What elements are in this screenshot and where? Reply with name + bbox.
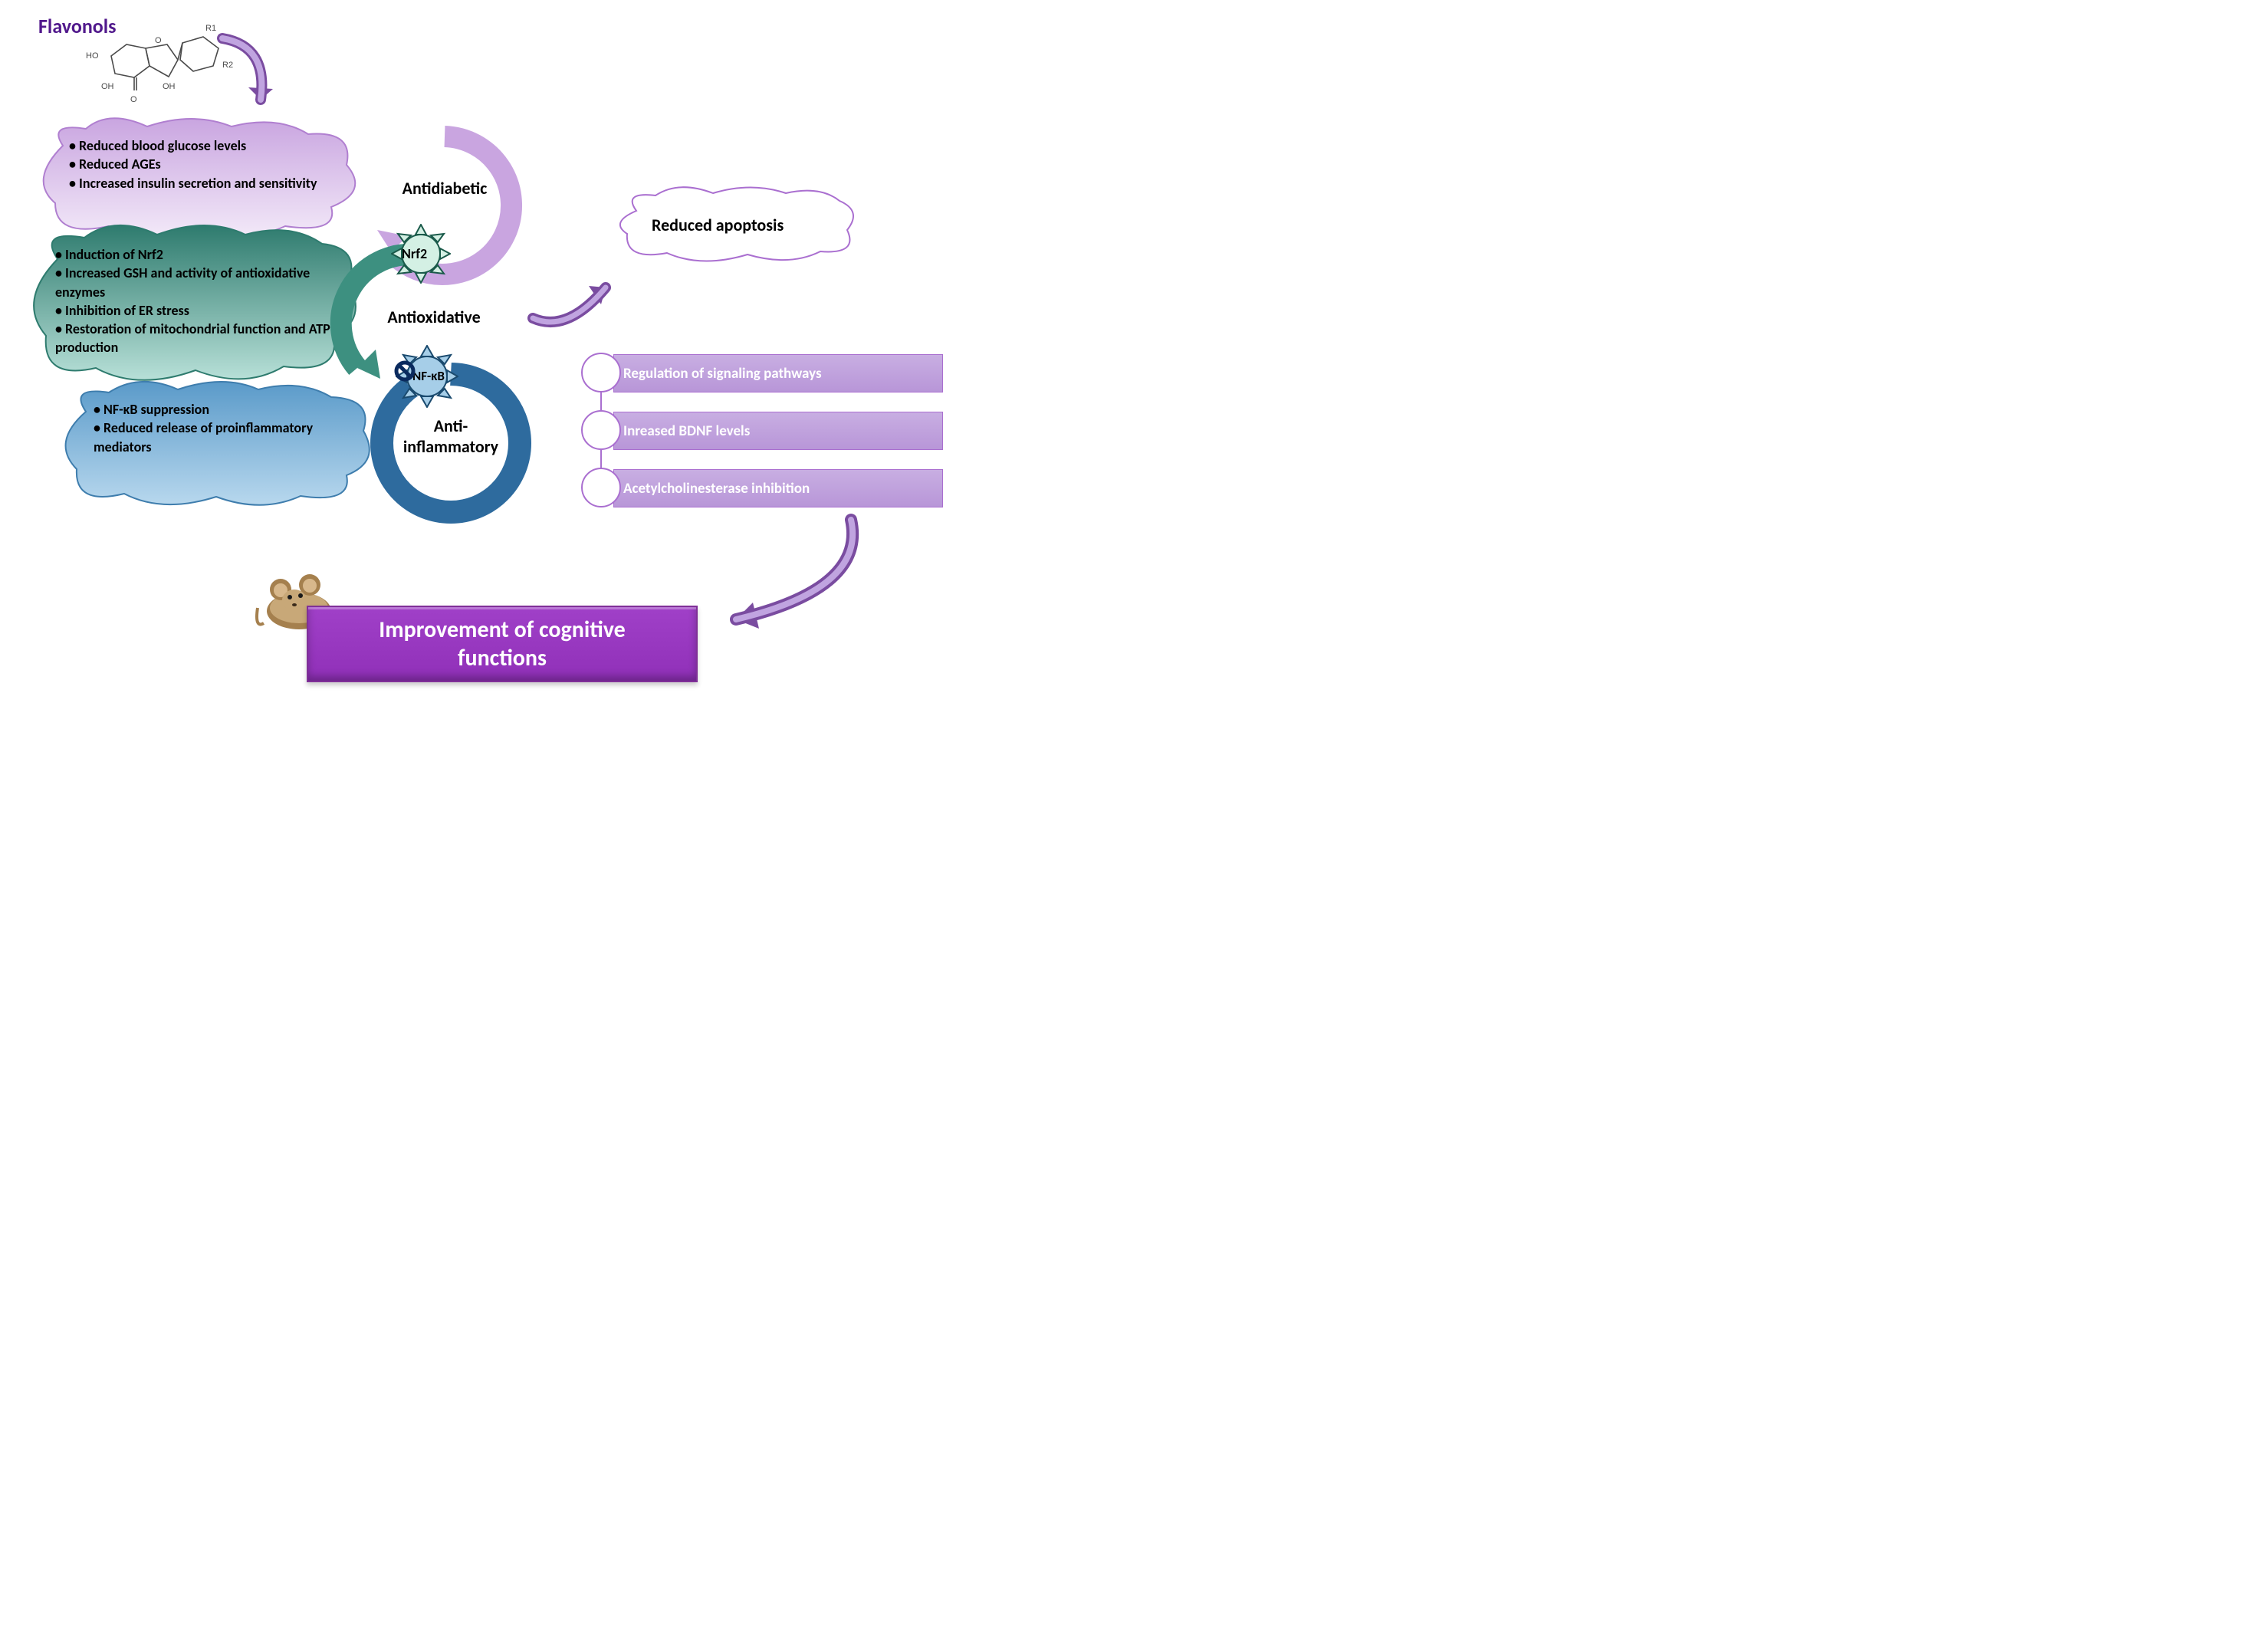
gear-nrf2-label: Nrf2 xyxy=(402,245,427,262)
info-bar-2-label: Inreased BDNF levels xyxy=(623,422,750,440)
diagram-canvas: Flavonols HO OH O O OH R1 OH R2 xyxy=(0,0,974,713)
arrow-to-final xyxy=(705,512,874,635)
info-circle-2 xyxy=(581,410,621,450)
info-circle-1 xyxy=(581,353,621,392)
antidiabetic-bullets: Reduced blood glucose levels Reduced AGE… xyxy=(69,136,353,192)
ring-label-antiinflammatory: Anti- inflammatory xyxy=(389,415,512,457)
bullet: Reduced blood glucose levels xyxy=(69,136,353,155)
bullet: NF-κB suppression xyxy=(94,400,362,419)
block-icon xyxy=(394,360,416,382)
ring-label-antidiabetic: Antidiabetic xyxy=(383,178,506,199)
antioxidative-bullets: Induction of Nrf2 Increased GSH and acti… xyxy=(55,245,339,357)
final-label-line2: functions xyxy=(458,644,547,672)
antiinflammatory-bullets: NF-κB suppression Reduced release of pro… xyxy=(94,400,362,456)
bullet: Increased GSH and activity of antioxidat… xyxy=(55,264,339,301)
bullet: Reduced AGEs xyxy=(69,155,353,173)
final-label-line1: Improvement of cognitive xyxy=(379,616,626,644)
bullet: Induction of Nrf2 xyxy=(55,245,339,264)
bullet: Restoration of mitochondrial function an… xyxy=(55,320,339,357)
final-outcome-box: Improvement of cognitive functions xyxy=(307,606,698,682)
info-bar-2: Inreased BDNF levels xyxy=(613,412,943,450)
info-bar-1-label: Regulation of signaling pathways xyxy=(623,365,822,383)
svg-text:HO: HO xyxy=(86,51,99,61)
bullet: Inhibition of ER stress xyxy=(55,301,339,320)
info-bar-1-line xyxy=(600,389,602,412)
info-circle-3 xyxy=(581,468,621,507)
gear-nfkb-label: NF-κB xyxy=(412,368,445,384)
apoptosis-label: Reduced apoptosis xyxy=(652,215,784,235)
info-bar-3-label: Acetylcholinesterase inhibition xyxy=(623,480,810,498)
info-bar-3: Acetylcholinesterase inhibition xyxy=(613,469,943,507)
svg-text:OH: OH xyxy=(101,82,114,91)
svg-text:O: O xyxy=(130,95,137,104)
info-bar-1: Regulation of signaling pathways xyxy=(613,354,943,392)
svg-text:O: O xyxy=(155,36,162,45)
ring-label-antioxidative: Antioxidative xyxy=(373,307,495,327)
arrow-to-apoptosis xyxy=(521,264,629,341)
bullet: Increased insulin secretion and sensitiv… xyxy=(69,174,353,192)
bullet: Reduced release of proinflammatory media… xyxy=(94,419,362,456)
info-bar-2-line xyxy=(600,447,602,470)
svg-text:OH: OH xyxy=(163,82,176,91)
